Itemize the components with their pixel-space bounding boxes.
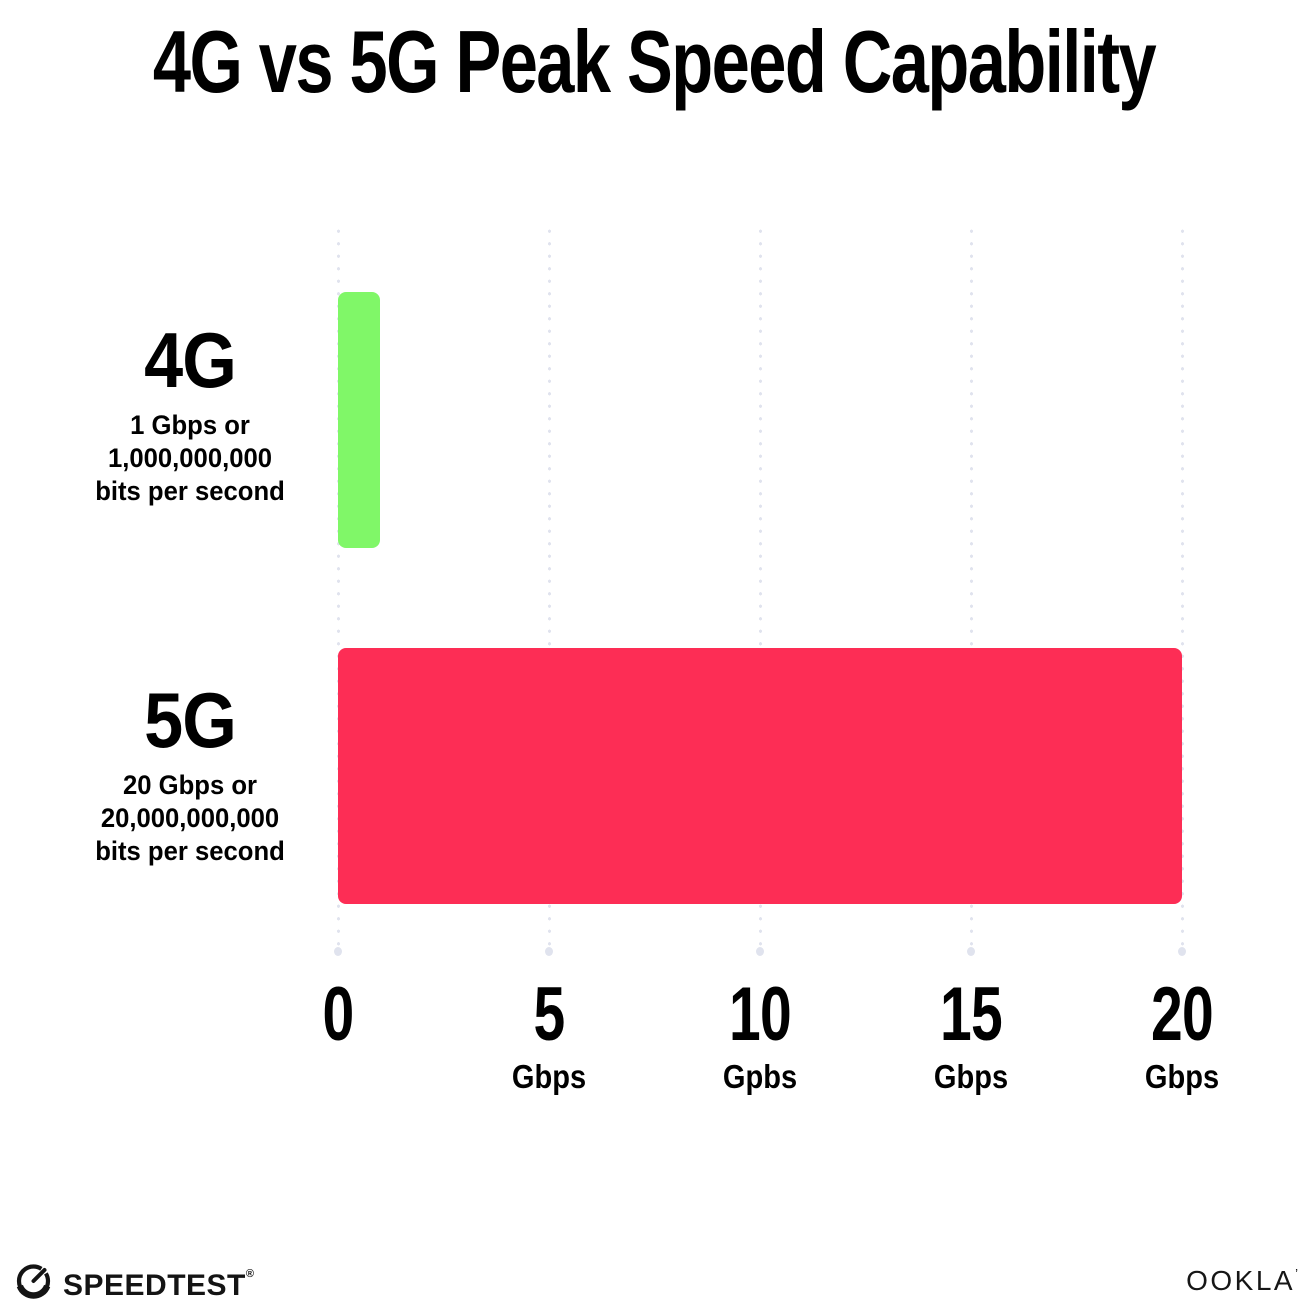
registered-trademark-symbol: ® — [245, 1268, 255, 1280]
x-tick-unit: Gbps — [933, 1058, 1009, 1095]
x-tick-15: 15 Gbps — [821, 972, 1121, 1095]
row-label-5g: 5G 20 Gbps or 20,000,000,000 bits per se… — [30, 681, 350, 868]
gridline-15 — [967, 225, 975, 956]
gridline-5 — [545, 225, 553, 956]
x-tick-unit: Gbps — [1144, 1058, 1220, 1095]
sublabel-line: bits per second — [95, 836, 285, 866]
speedtest-wordmark: SPEEDTEST® — [63, 1254, 254, 1306]
x-tick-value: 5 — [533, 972, 566, 1057]
category-sublabel-5g: 20 Gbps or 20,000,000,000 bits per secon… — [38, 769, 342, 868]
chart-title: 4G vs 5G Peak Speed Capability — [152, 12, 1157, 111]
ookla-trademark-symbol: ’ — [1295, 1266, 1298, 1281]
plot-area: 0 5 Gbps 10 Gpbs 15 Gbps 20 Gbps — [323, 225, 1219, 1093]
x-tick-unit: Gbps — [511, 1058, 587, 1095]
x-tick-10: 10 Gpbs — [610, 972, 910, 1095]
category-sublabel-4g: 1 Gbps or 1,000,000,000 bits per second — [38, 409, 342, 508]
gridline-10 — [756, 225, 764, 956]
x-tick-0: 0 — [188, 977, 488, 1060]
ookla-wordmark-text: OOKLA — [1186, 1265, 1296, 1296]
x-tick-value: 10 — [729, 972, 792, 1057]
category-label-5g: 5G — [144, 676, 237, 764]
x-tick-20: 20 Gbps — [1032, 972, 1308, 1095]
bar-5g — [338, 648, 1182, 904]
gridline-0 — [334, 225, 342, 956]
sublabel-line: 20,000,000,000 — [100, 803, 280, 833]
sublabel-line: bits per second — [95, 476, 285, 506]
sublabel-line: 20 Gbps or — [122, 770, 257, 800]
ookla-logo: OOKLA’ — [1186, 1259, 1298, 1296]
row-label-4g: 4G 1 Gbps or 1,000,000,000 bits per seco… — [30, 321, 350, 508]
speedtest-gauge-icon — [16, 1263, 51, 1299]
x-tick-value: 0 — [322, 972, 355, 1057]
gridline-20 — [1178, 225, 1186, 956]
bar-4g — [338, 292, 381, 548]
speedtest-logo: SPEEDTEST® — [13, 1254, 254, 1306]
speedtest-wordmark-text: SPEEDTEST — [63, 1269, 246, 1302]
x-tick-value: 20 — [1151, 972, 1214, 1057]
sublabel-line: 1 Gbps or — [130, 410, 250, 440]
x-tick-unit: Gpbs — [722, 1058, 798, 1095]
category-label-4g: 4G — [144, 316, 237, 404]
sublabel-line: 1,000,000,000 — [107, 443, 273, 473]
x-tick-value: 15 — [940, 972, 1003, 1057]
x-tick-5: 5 Gbps — [399, 972, 699, 1095]
